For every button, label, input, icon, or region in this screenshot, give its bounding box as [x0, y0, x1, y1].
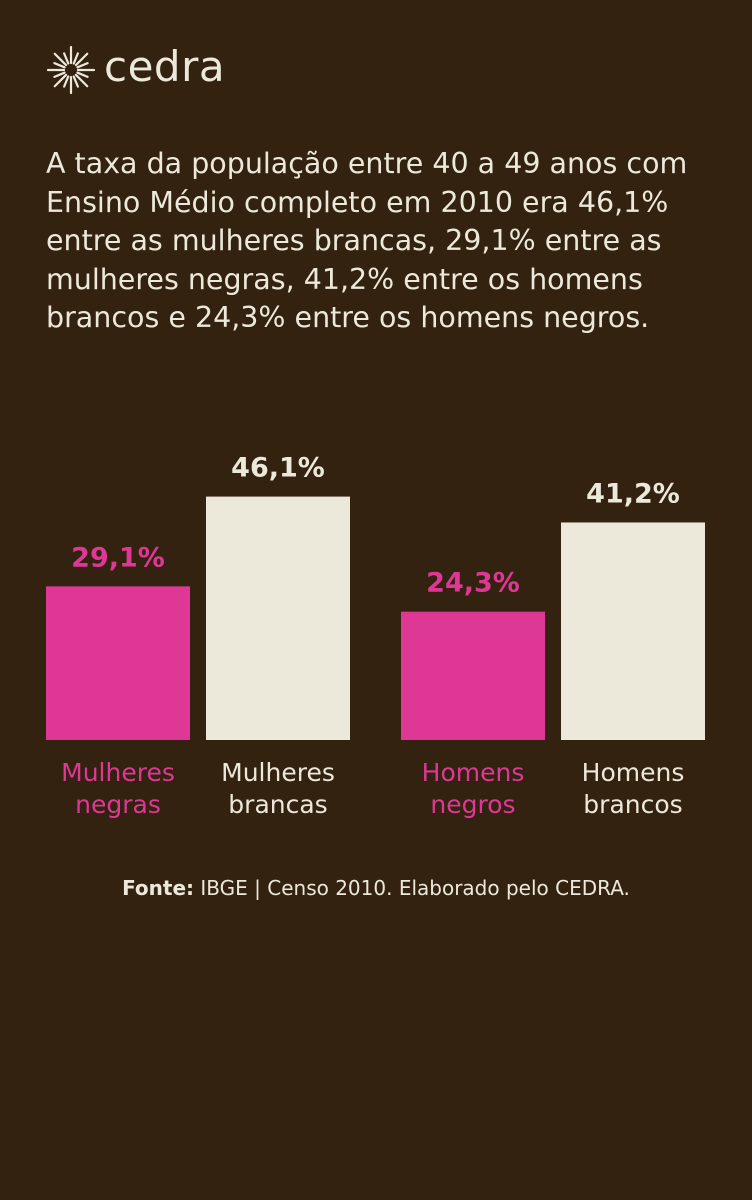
category-label-2-line-0: Homens	[422, 758, 525, 787]
value-label-0: 29,1%	[71, 542, 165, 573]
category-label-3-line-1: brancos	[583, 790, 682, 819]
sun-ray	[53, 62, 66, 69]
bar-0	[46, 586, 190, 740]
category-label-2-line-1: negros	[430, 790, 515, 819]
category-label-3-line-0: Homens	[582, 758, 685, 787]
sun-ray	[74, 73, 89, 88]
bar-chart: 29,1% Mulheres negras 46,1% Mulheres brancas 2…	[46, 453, 705, 819]
source-note: Fonte: IBGE | Censo 2010. Elaborado pelo…	[0, 876, 752, 900]
sun-ray	[53, 73, 68, 88]
sun-ray	[76, 71, 89, 78]
sun-ray	[53, 52, 68, 67]
brand-name: cedra	[104, 42, 226, 91]
sun-ray	[63, 75, 70, 88]
sun-ray	[74, 52, 89, 67]
category-label-0-line-0: Mulheres	[61, 758, 175, 787]
bar-1	[206, 496, 350, 740]
category-label-1-line-0: Mulheres	[221, 758, 335, 787]
brand-logo: cedra	[46, 44, 225, 96]
value-label-3: 41,2%	[586, 478, 680, 509]
value-label-1: 46,1%	[231, 453, 325, 484]
headline-text: A taxa da população entre 40 a 49 anos c…	[46, 147, 688, 334]
sun-ray	[72, 52, 79, 65]
sun-ray	[76, 62, 89, 69]
bar-2	[401, 611, 545, 740]
source-text: IBGE | Censo 2010. Elaborado pelo CEDRA.	[200, 876, 630, 900]
sun-ray	[53, 71, 66, 78]
category-label-1-line-1: brancas	[228, 790, 327, 819]
bar-3	[561, 522, 705, 740]
sun-ray	[63, 52, 70, 65]
category-label-0-line-1: negras	[75, 790, 161, 819]
cedra-sun-icon	[46, 45, 96, 95]
sun-ray	[72, 75, 79, 88]
source-label: Fonte:	[122, 876, 195, 900]
value-label-2: 24,3%	[426, 568, 520, 599]
